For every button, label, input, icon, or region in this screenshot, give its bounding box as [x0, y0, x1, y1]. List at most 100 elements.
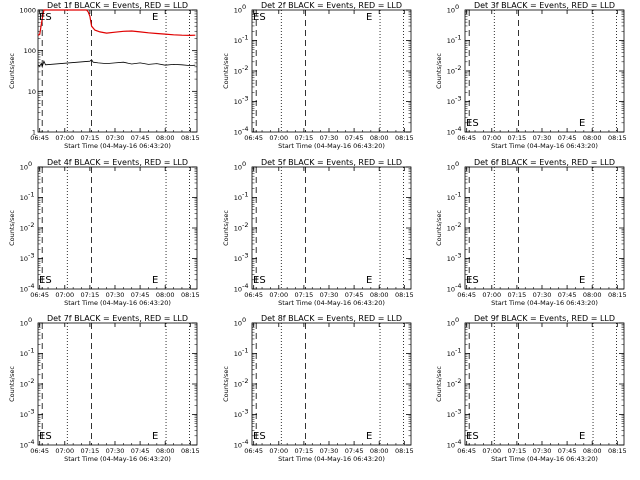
y-tick-exponent: -3	[242, 252, 248, 260]
y-tick-label: 10	[234, 320, 242, 328]
x-tick-label: 07:00	[55, 291, 74, 299]
x-tick-label: 07:15	[508, 134, 527, 142]
x-axis-label: Start Time (04-May-16 06:43:20)	[491, 142, 598, 150]
x-tick-label: 07:45	[345, 447, 364, 455]
marker-e: E	[152, 431, 158, 442]
y-tick-exponent: -2	[28, 221, 34, 229]
y-tick-exponent: 0	[455, 3, 459, 11]
x-tick-label: 07:45	[345, 134, 364, 142]
y-tick-label: 10	[20, 255, 28, 263]
x-tick-label: 08:15	[608, 291, 627, 299]
x-tick-label: 07:30	[320, 291, 339, 299]
y-tick-label: 10	[234, 381, 242, 389]
y-tick-exponent: -4	[28, 438, 34, 446]
x-tick-label: 06:45	[244, 447, 263, 455]
panel-title: Det 8f BLACK = Events, RED = LLD	[261, 314, 402, 323]
x-tick-label: 08:15	[395, 291, 414, 299]
x-tick-label: 07:45	[131, 291, 150, 299]
y-tick-label: 10	[447, 286, 455, 294]
y-tick-label: 10	[447, 255, 455, 263]
y-tick-label: 10	[20, 286, 28, 294]
y-axis-label: Counts/sec	[435, 53, 443, 89]
x-tick-label: 08:00	[156, 134, 175, 142]
panel-det-2: Det 2f BLACK = Events, RED = LLD 06:45 07:…	[222, 1, 414, 150]
y-axis-label: Counts/sec	[222, 53, 230, 89]
panel-det-8: Det 8f BLACK = Events, RED = LLD 06:45 07:…	[222, 314, 414, 463]
y-tick-label: 10	[447, 194, 455, 202]
x-tick-label: 08:00	[370, 447, 389, 455]
y-tick-label: 10	[234, 129, 242, 137]
marker-es-top: ES	[253, 12, 266, 23]
x-tick-label: 06:45	[457, 447, 476, 455]
y-tick-label: 10	[234, 194, 242, 202]
plot-frame	[37, 166, 198, 290]
marker-es-bottom: ES	[39, 275, 52, 286]
panel-title: Det 2f BLACK = Events, RED = LLD	[261, 1, 402, 10]
y-tick-exponent: 0	[28, 316, 32, 324]
y-tick-label: 10	[234, 411, 242, 419]
x-tick-label: 07:00	[269, 291, 288, 299]
x-tick-label: 07:00	[55, 447, 74, 455]
marker-es-bottom: ES	[466, 431, 479, 442]
y-tick-exponent: -2	[455, 221, 461, 229]
x-tick-label: 06:45	[457, 291, 476, 299]
panel-det-4: Det 4f BLACK = Events, RED = LLD 06:45 07:…	[8, 158, 200, 307]
y-tick-exponent: -1	[455, 34, 461, 42]
y-axis-label: Counts/sec	[8, 366, 16, 402]
y-tick-label: 10	[20, 164, 28, 172]
x-tick-label: 06:45	[244, 291, 263, 299]
y-tick-label: 10	[447, 381, 455, 389]
x-tick-label: 07:15	[295, 134, 314, 142]
y-tick-label: 10	[234, 286, 242, 294]
marker-es-bottom: ES	[39, 431, 52, 442]
y-tick-exponent: -1	[242, 34, 248, 42]
x-tick-label: 06:45	[30, 134, 49, 142]
x-tick-label: 07:30	[320, 447, 339, 455]
y-tick-exponent: -2	[28, 377, 34, 385]
y-tick-label: 10	[447, 98, 455, 106]
x-tick-label: 07:45	[558, 134, 577, 142]
x-tick-label: 07:00	[482, 447, 501, 455]
y-tick-label: 10	[234, 442, 242, 450]
y-tick-exponent: -2	[455, 377, 461, 385]
marker-es-bottom: ES	[253, 431, 266, 442]
x-tick-label: 07:45	[558, 447, 577, 455]
y-tick-label: 10	[447, 225, 455, 233]
x-tick-label: 07:45	[345, 291, 364, 299]
plot-frame	[464, 322, 625, 446]
y-tick-exponent: -1	[242, 347, 248, 355]
marker-es-bottom: ES	[466, 118, 479, 129]
y-tick-exponent: -4	[242, 438, 248, 446]
x-tick-label: 08:15	[608, 134, 627, 142]
panel-det-9: Det 9f BLACK = Events, RED = LLD 06:45 07:…	[435, 314, 627, 463]
x-tick-label: 06:45	[30, 447, 49, 455]
y-tick-label: 10	[20, 194, 28, 202]
y-tick-exponent: -3	[242, 408, 248, 416]
x-tick-label: 08:15	[608, 447, 627, 455]
panel-det-3: Det 3f BLACK = Events, RED = LLD 06:45 07:…	[435, 1, 627, 150]
y-tick-label: 100	[24, 47, 36, 55]
x-tick-label: 08:00	[583, 447, 602, 455]
x-tick-label: 07:30	[106, 447, 125, 455]
y-tick-exponent: 0	[242, 160, 246, 168]
y-tick-label: 10	[28, 88, 36, 96]
marker-es-top: ES	[39, 12, 52, 23]
y-tick-label: 1000	[19, 7, 36, 15]
y-tick-label: 10	[234, 164, 242, 172]
series-line-events	[37, 59, 196, 69]
y-tick-exponent: -3	[28, 408, 34, 416]
x-axis-label: Start Time (04-May-16 06:43:20)	[491, 455, 598, 463]
y-tick-exponent: -1	[455, 191, 461, 199]
y-tick-exponent: -4	[242, 282, 248, 290]
plot-frame	[37, 322, 198, 446]
panel-title: Det 7f BLACK = Events, RED = LLD	[47, 314, 188, 323]
panel-det-1: Det 1f BLACK = Events, RED = LLD 06:45 07:…	[8, 1, 200, 150]
x-tick-label: 08:15	[181, 134, 200, 142]
x-tick-label: 07:45	[131, 134, 150, 142]
x-tick-label: 07:30	[533, 134, 552, 142]
y-tick-exponent: -1	[28, 191, 34, 199]
y-tick-label: 10	[447, 350, 455, 358]
y-tick-exponent: -3	[455, 408, 461, 416]
y-tick-label: 10	[234, 225, 242, 233]
